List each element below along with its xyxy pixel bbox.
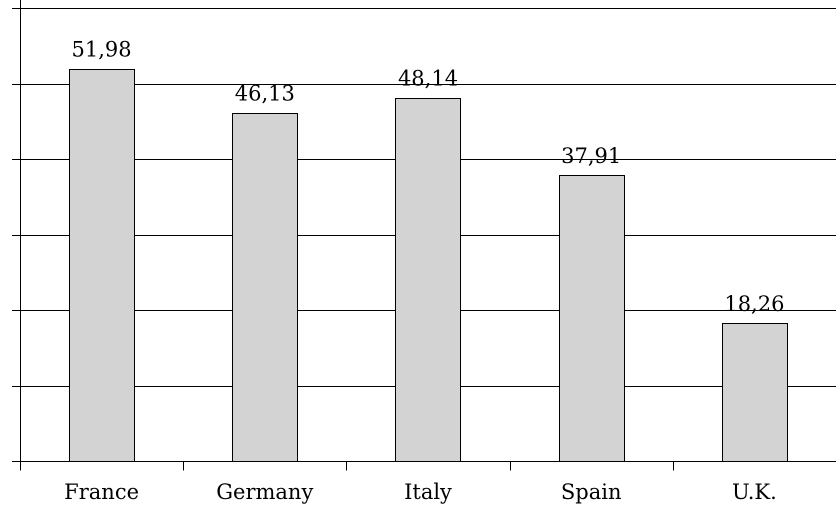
data-label: 18,26 (724, 292, 784, 316)
data-label-layer: 51,98 46,13 48,14 37,91 18,26 (72, 38, 785, 317)
bar-italy (395, 98, 461, 462)
bar-spain (559, 175, 625, 462)
x-tick-label: Italy (404, 480, 452, 504)
data-label: 48,14 (398, 67, 458, 91)
bar-u-k (722, 323, 788, 462)
x-tick-label: France (64, 480, 139, 504)
category-tick-layer: France Germany Italy Spain U.K. (64, 480, 777, 504)
bar-france (69, 69, 135, 462)
data-label: 37,91 (561, 144, 621, 168)
x-tick-label: Germany (216, 480, 313, 504)
data-label: 46,13 (235, 82, 295, 106)
data-label: 51,98 (72, 38, 132, 62)
bar-germany (232, 113, 298, 462)
x-tick-label: U.K. (732, 480, 777, 504)
bar-layer (69, 69, 788, 462)
x-tick-label: Spain (561, 480, 622, 504)
